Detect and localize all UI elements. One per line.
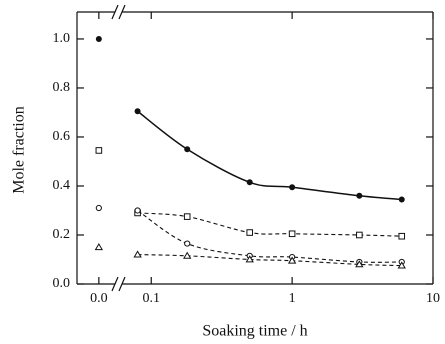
data-point (95, 35, 102, 42)
data-point (95, 147, 103, 154)
data-point (287, 256, 297, 264)
data-point (133, 250, 142, 258)
data-point (356, 192, 363, 199)
y-tick-label: 0.8 (53, 80, 71, 95)
y-tick-label: 0.4 (53, 178, 71, 193)
data-point (355, 260, 364, 268)
data-point (289, 184, 296, 191)
x-tick-label: 1 (289, 291, 296, 306)
data-point (95, 204, 102, 212)
y-tick-label: 0.0 (53, 276, 71, 291)
series-line (137, 254, 402, 267)
data-point (184, 240, 191, 247)
data-point (397, 261, 406, 269)
data-point (288, 230, 296, 238)
x-tick-label: 10 (426, 291, 440, 306)
data-point (134, 207, 141, 214)
y-tick-label: 0.6 (53, 129, 71, 144)
x-axis-label: Soaking time / h (202, 323, 307, 340)
data-point (246, 229, 254, 236)
data-point (134, 108, 141, 115)
x-tick-label: 0.1 (142, 291, 160, 306)
data-point (94, 243, 104, 251)
y-tick-label: 1.0 (53, 31, 71, 46)
y-axis-label: Mole fraction (11, 106, 28, 194)
y-tick-label: 0.2 (53, 227, 71, 242)
data-point (184, 146, 191, 153)
data-point (183, 213, 191, 220)
data-point (183, 251, 192, 259)
axis-break (111, 4, 126, 292)
x-tick-label: 0.0 (90, 291, 108, 306)
data-point (246, 179, 253, 186)
data-point (245, 255, 254, 263)
data-point (398, 196, 405, 203)
data-point (398, 232, 406, 240)
data-point (356, 231, 363, 239)
series-line (137, 110, 402, 201)
